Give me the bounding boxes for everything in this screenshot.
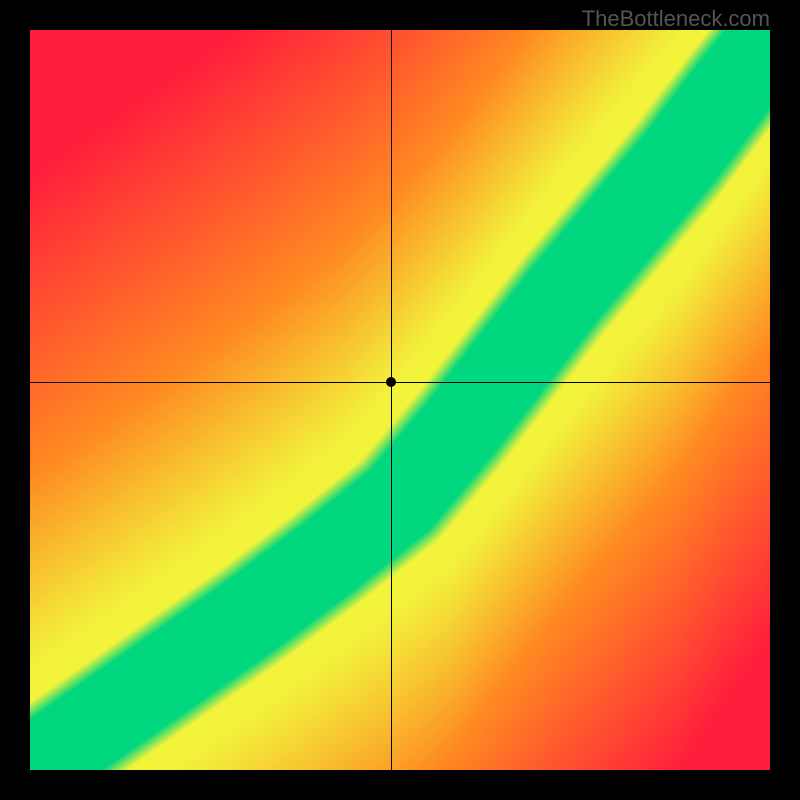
crosshair-horizontal xyxy=(30,382,770,383)
heatmap-plot xyxy=(30,30,770,770)
watermark-text: TheBottleneck.com xyxy=(582,6,770,32)
heatmap-canvas xyxy=(30,30,770,770)
data-point-marker xyxy=(386,377,396,387)
crosshair-vertical xyxy=(391,30,392,770)
